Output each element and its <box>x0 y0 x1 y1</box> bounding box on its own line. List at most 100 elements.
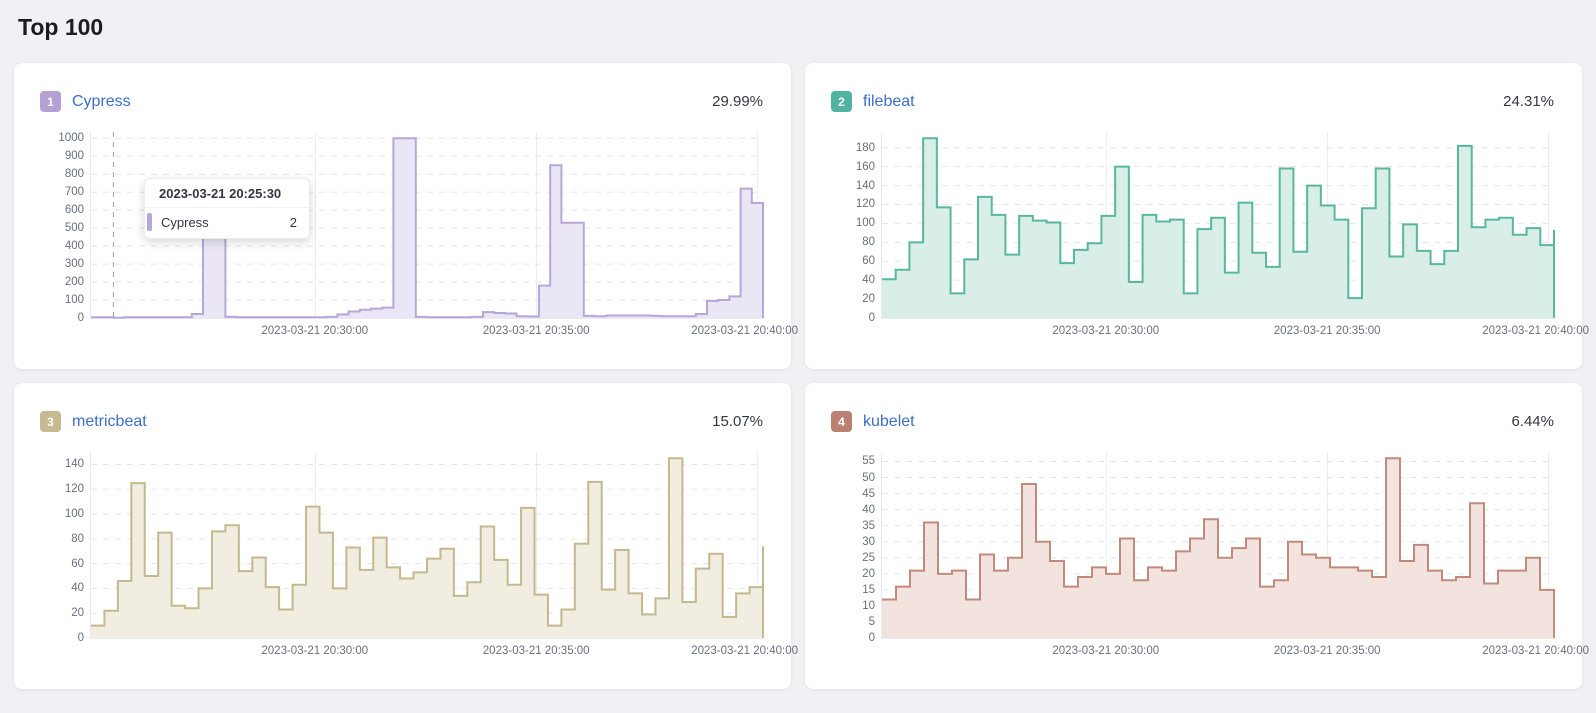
x-axis-tick: 2023-03-21 20:40:00 <box>1482 325 1590 337</box>
x-axis-tick: 2023-03-21 20:30:00 <box>261 645 369 657</box>
rank-badge: 1 <box>40 91 61 112</box>
y-axis-tick: 20 <box>862 293 875 306</box>
y-axis-tick: 20 <box>862 567 875 580</box>
area-chart-svg <box>882 452 1554 638</box>
chart-card-cypress: 1 Cypress 29.99% 2023-03-21 20:25:30 Cyp… <box>14 63 798 369</box>
dashboard-grid: 1 Cypress 29.99% 2023-03-21 20:25:30 Cyp… <box>14 63 1589 689</box>
y-axis-tick: 120 <box>855 198 875 211</box>
rank-badge: 3 <box>40 411 61 432</box>
plot-area[interactable] <box>881 452 1554 639</box>
y-axis-tick: 400 <box>64 240 84 253</box>
x-axis-tick: 2023-03-21 20:40:00 <box>1482 645 1590 657</box>
series-link-filebeat[interactable]: filebeat <box>863 92 915 110</box>
y-axis-tick: 80 <box>71 532 84 545</box>
area-fill <box>882 138 1554 318</box>
percent-value: 29.99% <box>712 93 763 110</box>
x-axis-tick: 2023-03-21 20:35:00 <box>482 325 590 337</box>
page-title: Top 100 <box>18 14 104 40</box>
y-axis-tick: 0 <box>868 632 875 644</box>
x-axis: 2023-03-21 20:30:00 2023-03-21 20:35:00 20… <box>90 325 798 345</box>
y-axis-tick: 100 <box>855 217 875 230</box>
x-axis-tick: 2023-03-21 20:35:00 <box>1273 645 1381 657</box>
percent-value: 15.07% <box>712 413 763 430</box>
y-axis: 0 20 40 60 80 100 120 140 160 180 <box>831 132 875 324</box>
plot-area-wrap: 2023-03-21 20:30:00 2023-03-21 20:35:00 20… <box>881 452 1589 665</box>
y-axis-tick: 55 <box>862 455 875 468</box>
y-axis-tick: 40 <box>71 582 84 595</box>
y-axis-tick: 80 <box>862 236 875 249</box>
area-chart-kubelet[interactable]: 0 5 10 15 20 25 30 35 40 45 50 55 2023-03-21 20:30:0… <box>831 452 1589 665</box>
x-axis-tick: 2023-03-21 20:30:00 <box>261 325 369 337</box>
y-axis-tick: 60 <box>862 255 875 268</box>
plot-area[interactable] <box>90 452 763 639</box>
y-axis-tick: 0 <box>77 632 84 644</box>
y-axis-tick: 120 <box>64 483 84 496</box>
y-axis-tick: 100 <box>64 508 84 521</box>
card-header: 3 metricbeat 15.07% <box>40 411 763 432</box>
x-axis-tick: 2023-03-21 20:35:00 <box>1273 325 1381 337</box>
area-line <box>882 458 1554 638</box>
y-axis-tick: 60 <box>71 557 84 570</box>
area-line <box>91 458 763 638</box>
y-axis-tick: 30 <box>862 535 875 548</box>
y-axis-tick: 35 <box>862 519 875 532</box>
y-axis-tick: 160 <box>855 160 875 173</box>
y-axis-tick: 0 <box>868 312 875 324</box>
y-axis: 0 20 40 60 80 100 120 140 <box>40 452 84 644</box>
x-axis-tick: 2023-03-21 20:30:00 <box>1052 645 1160 657</box>
percent-value: 6.44% <box>1511 413 1554 430</box>
area-chart-svg <box>91 452 763 638</box>
x-axis: 2023-03-21 20:30:00 2023-03-21 20:35:00 20… <box>881 645 1589 665</box>
y-axis-tick: 500 <box>64 222 84 235</box>
x-axis-tick: 2023-03-21 20:40:00 <box>691 645 799 657</box>
area-fill <box>91 458 763 638</box>
area-chart-svg <box>91 132 763 318</box>
y-axis-tick: 200 <box>64 276 84 289</box>
y-axis-tick: 140 <box>64 458 84 471</box>
y-axis-tick: 10 <box>862 599 875 612</box>
plot-area[interactable] <box>90 132 763 319</box>
y-axis-tick: 20 <box>71 607 84 620</box>
series-link-metricbeat[interactable]: metricbeat <box>72 412 147 430</box>
y-axis: 0 100 200 300 400 500 600 700 800 900 1000 <box>40 132 84 324</box>
rank-badge: 4 <box>831 411 852 432</box>
x-axis: 2023-03-21 20:30:00 2023-03-21 20:35:00 20… <box>90 645 798 665</box>
y-axis-tick: 700 <box>64 186 84 199</box>
y-axis: 0 5 10 15 20 25 30 35 40 45 50 55 <box>831 452 875 644</box>
y-axis-tick: 15 <box>862 583 875 596</box>
y-axis-tick: 900 <box>64 150 84 163</box>
x-axis-tick: 2023-03-21 20:35:00 <box>482 645 590 657</box>
y-axis-tick: 1000 <box>58 132 84 145</box>
y-axis-tick: 100 <box>64 294 84 307</box>
chart-card-filebeat: 2 filebeat 24.31% 0 20 40 60 80 100 120 140 160 1… <box>805 63 1589 369</box>
y-axis-tick: 180 <box>855 141 875 154</box>
chart-card-metricbeat: 3 metricbeat 15.07% 0 20 40 60 80 100 120 140 20… <box>14 383 798 689</box>
plot-area[interactable] <box>881 132 1554 319</box>
y-axis-tick: 600 <box>64 204 84 217</box>
x-axis: 2023-03-21 20:30:00 2023-03-21 20:35:00 20… <box>881 325 1589 345</box>
y-axis-tick: 25 <box>862 551 875 564</box>
area-chart-filebeat[interactable]: 0 20 40 60 80 100 120 140 160 180 2023-03-21 20:30… <box>831 132 1589 345</box>
y-axis-tick: 800 <box>64 168 84 181</box>
area-line <box>882 138 1554 318</box>
x-axis-tick: 2023-03-21 20:30:00 <box>1052 325 1160 337</box>
card-header: 4 kubelet 6.44% <box>831 411 1554 432</box>
y-axis-tick: 50 <box>862 471 875 484</box>
area-chart-metricbeat[interactable]: 0 20 40 60 80 100 120 140 2023-03-21 20:30:00 202… <box>40 452 798 665</box>
plot-area-wrap: 2023-03-21 20:30:00 2023-03-21 20:35:00 20… <box>90 132 798 345</box>
area-chart-cypress[interactable]: 2023-03-21 20:25:30 Cypress 2 0 100 200 300… <box>40 132 798 345</box>
y-axis-tick: 140 <box>855 179 875 192</box>
y-axis-tick: 45 <box>862 487 875 500</box>
percent-value: 24.31% <box>1503 93 1554 110</box>
y-axis-tick: 0 <box>77 312 84 324</box>
series-link-cypress[interactable]: Cypress <box>72 92 131 110</box>
y-axis-tick: 5 <box>868 615 875 628</box>
rank-badge: 2 <box>831 91 852 112</box>
y-axis-tick: 300 <box>64 258 84 271</box>
area-chart-svg <box>882 132 1554 318</box>
card-header: 1 Cypress 29.99% <box>40 91 763 112</box>
series-link-kubelet[interactable]: kubelet <box>863 412 915 430</box>
x-axis-tick: 2023-03-21 20:40:00 <box>691 325 799 337</box>
y-axis-tick: 40 <box>862 503 875 516</box>
plot-area-wrap: 2023-03-21 20:30:00 2023-03-21 20:35:00 20… <box>90 452 798 665</box>
